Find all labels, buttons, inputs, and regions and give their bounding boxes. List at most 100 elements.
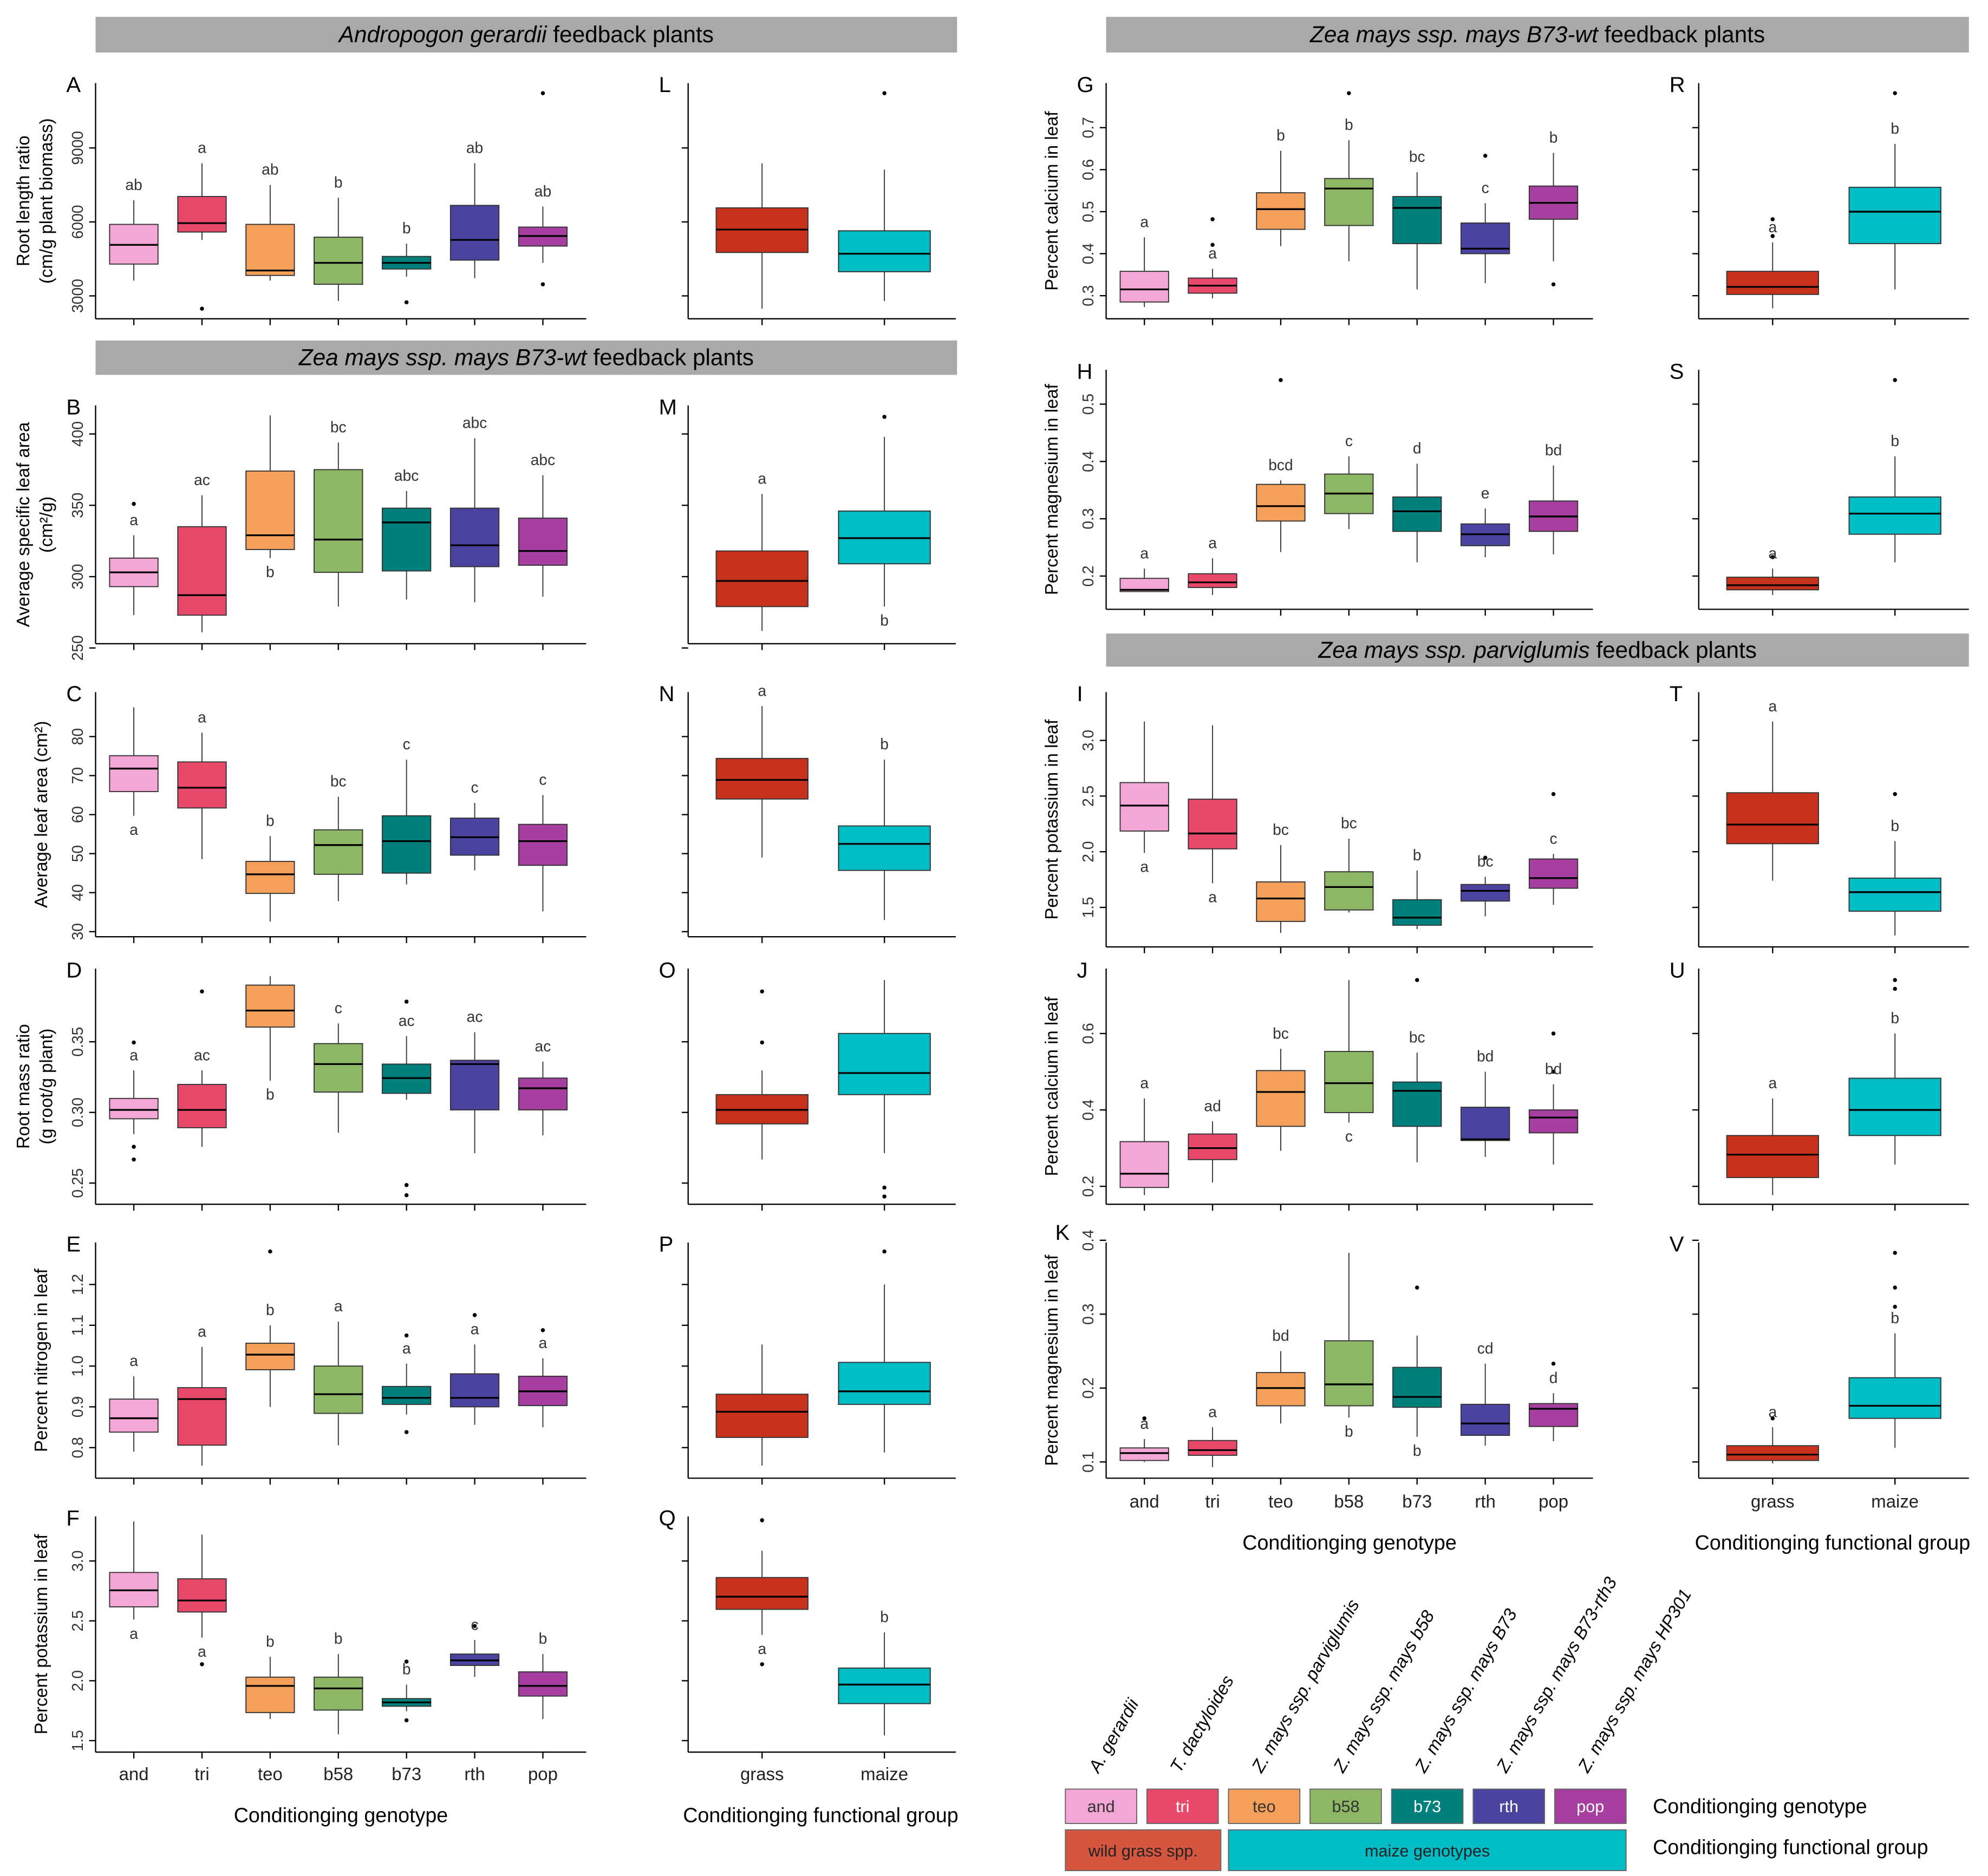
box-pop: abc xyxy=(518,451,568,650)
panel-letter: I xyxy=(1077,682,1083,706)
box-rth: cd rth xyxy=(1461,1339,1510,1511)
box-pop: ac xyxy=(518,1037,568,1211)
iqr-box xyxy=(1392,1081,1442,1127)
iqr-box xyxy=(1324,178,1374,226)
significance-letter: b xyxy=(1891,120,1899,137)
header-rest: feedback plants xyxy=(547,22,714,47)
significance-letter: a xyxy=(539,1334,547,1351)
outlier-point xyxy=(1551,1031,1556,1036)
significance-letter: b xyxy=(402,1661,411,1678)
iqr-box xyxy=(245,224,295,276)
iqr-box xyxy=(1256,881,1306,922)
iqr-box xyxy=(1119,1141,1169,1188)
box-maize: b xyxy=(1848,978,1941,1211)
outlier-point xyxy=(132,1040,136,1045)
panel-letter: R xyxy=(1670,73,1685,97)
iqr-box xyxy=(314,829,363,875)
box-pop: c xyxy=(1528,792,1579,953)
iqr-box xyxy=(1726,1135,1819,1178)
iqr-box xyxy=(109,755,159,793)
box-teo: bc xyxy=(1256,821,1306,953)
box-teo: b teo xyxy=(245,1632,295,1784)
iqr-box xyxy=(1324,1051,1374,1113)
header-rest: feedback plants xyxy=(1590,637,1757,663)
outlier-point xyxy=(1551,1361,1556,1366)
iqr-box xyxy=(838,230,931,272)
x-tick-label: pop xyxy=(1539,1491,1568,1511)
y-tick-label: 0.4 xyxy=(1079,1099,1097,1120)
panel-letter: V xyxy=(1670,1232,1684,1256)
significance-letter: ac xyxy=(467,1008,483,1025)
significance-letter: bc xyxy=(1341,814,1357,832)
outlier-point xyxy=(1893,1285,1897,1290)
box-b73: bc xyxy=(1392,148,1442,325)
box-grass xyxy=(715,1344,809,1485)
box-teo: b xyxy=(1256,127,1306,325)
iqr-box xyxy=(1392,899,1442,926)
iqr-box xyxy=(1256,1372,1306,1407)
panel-letter: E xyxy=(66,1232,81,1256)
y-tick-label: 0.3 xyxy=(1079,285,1097,306)
outlier-point xyxy=(882,415,887,419)
box-b73: b b73 xyxy=(1392,1285,1442,1511)
outlier-point xyxy=(1551,1069,1556,1074)
box-maize xyxy=(838,1249,931,1485)
panel-letter: C xyxy=(66,682,82,706)
significance-letter: ab xyxy=(466,139,483,156)
outlier-point xyxy=(404,1183,409,1187)
iqr-box xyxy=(314,1365,363,1414)
panel-b: B 250 300 350 400 Average specific leaf area(… xyxy=(13,395,586,661)
box-maize: b xyxy=(838,415,931,650)
y-tick-label: 1.5 xyxy=(1079,897,1097,918)
header-italic: Andropogon gerardii xyxy=(337,22,547,47)
iqr-box xyxy=(177,1084,227,1128)
box-maize: b maize xyxy=(838,1608,931,1784)
iqr-box xyxy=(177,526,227,616)
y-tick-label: 1.0 xyxy=(69,1356,86,1377)
box-tri: a xyxy=(177,1323,227,1485)
y-tick-label: 3.0 xyxy=(69,1551,86,1572)
outlier-point xyxy=(760,1662,764,1666)
iqr-box xyxy=(314,469,363,573)
iqr-box xyxy=(314,1043,363,1093)
panel-letter: F xyxy=(66,1506,79,1530)
panel-o: O xyxy=(659,958,956,1211)
outlier-point xyxy=(132,501,136,506)
iqr-box xyxy=(518,1077,568,1110)
legend-key-label: b73 xyxy=(1413,1797,1441,1816)
panel-j: J 0.2 0.4 0.6 Percent calcium in leaf a ad bc c b… xyxy=(1041,958,1593,1211)
y-tick-label: 300 xyxy=(69,564,86,590)
iqr-box xyxy=(1461,884,1510,902)
box-tri: a tri xyxy=(1188,1403,1237,1511)
y-tick-label: 0.4 xyxy=(1079,1230,1097,1251)
box-rth: c xyxy=(449,779,500,943)
x-tick-label: b58 xyxy=(1334,1491,1364,1511)
box-teo: b xyxy=(245,415,295,650)
outlier-point xyxy=(404,1333,409,1338)
box-b73: b b73 xyxy=(382,1659,432,1784)
x-tick-label: b73 xyxy=(1402,1491,1432,1511)
y-tick-label: 1.1 xyxy=(69,1315,86,1336)
y-tick-label: 0.2 xyxy=(1079,1377,1097,1398)
y-tick-label: 250 xyxy=(69,635,86,661)
significance-letter: b xyxy=(1276,127,1285,144)
outlier-point xyxy=(472,1624,477,1629)
outlier-point xyxy=(882,1185,887,1190)
legend-key-rth: rth xyxy=(1472,1788,1546,1824)
significance-letter: c xyxy=(335,999,342,1016)
significance-letter: c xyxy=(1550,829,1557,847)
panel-a: A 3000 6000 9000 Root length ratio (cm/g plan… xyxy=(13,73,586,325)
legend-functional-1: maize genotypes xyxy=(1228,1829,1627,1871)
panel-letter: B xyxy=(66,395,81,419)
legend-swatch xyxy=(1391,1788,1464,1824)
significance-letter: b xyxy=(880,612,889,629)
legend-key-label: and xyxy=(1087,1797,1115,1816)
outlier-point xyxy=(132,1157,136,1162)
iqr-box xyxy=(1726,271,1819,295)
panel-u: Ua b xyxy=(1670,958,1969,1211)
outlier-point xyxy=(540,282,545,286)
box-and: a and xyxy=(109,1521,159,1784)
